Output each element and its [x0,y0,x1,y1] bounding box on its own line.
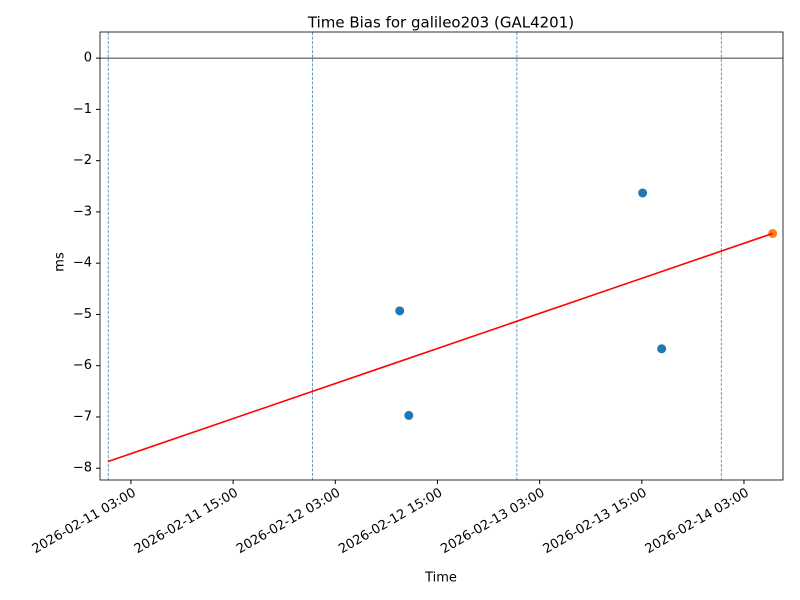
y-tick-label: −1 [73,102,92,117]
data-point [657,344,667,354]
fit-line [107,232,773,463]
data-point [404,410,414,420]
y-tick-label: 0 [84,51,92,66]
y-tick-label: −6 [73,358,92,373]
plot-frame [99,31,784,481]
y-tick-label: −2 [73,153,92,168]
x-axis-label: Time [424,571,457,586]
y-axis-label: ms [53,252,68,272]
y-tick-label: −7 [73,409,92,424]
y-tick-label: −3 [73,204,92,219]
data-point [395,306,405,316]
y-tick-label: −5 [73,307,92,322]
y-tick-label: −4 [73,256,92,271]
data-point [638,188,648,198]
chart-title: Time Bias for galileo203 (GAL4201) [307,14,574,32]
y-tick-label: −8 [73,461,92,476]
